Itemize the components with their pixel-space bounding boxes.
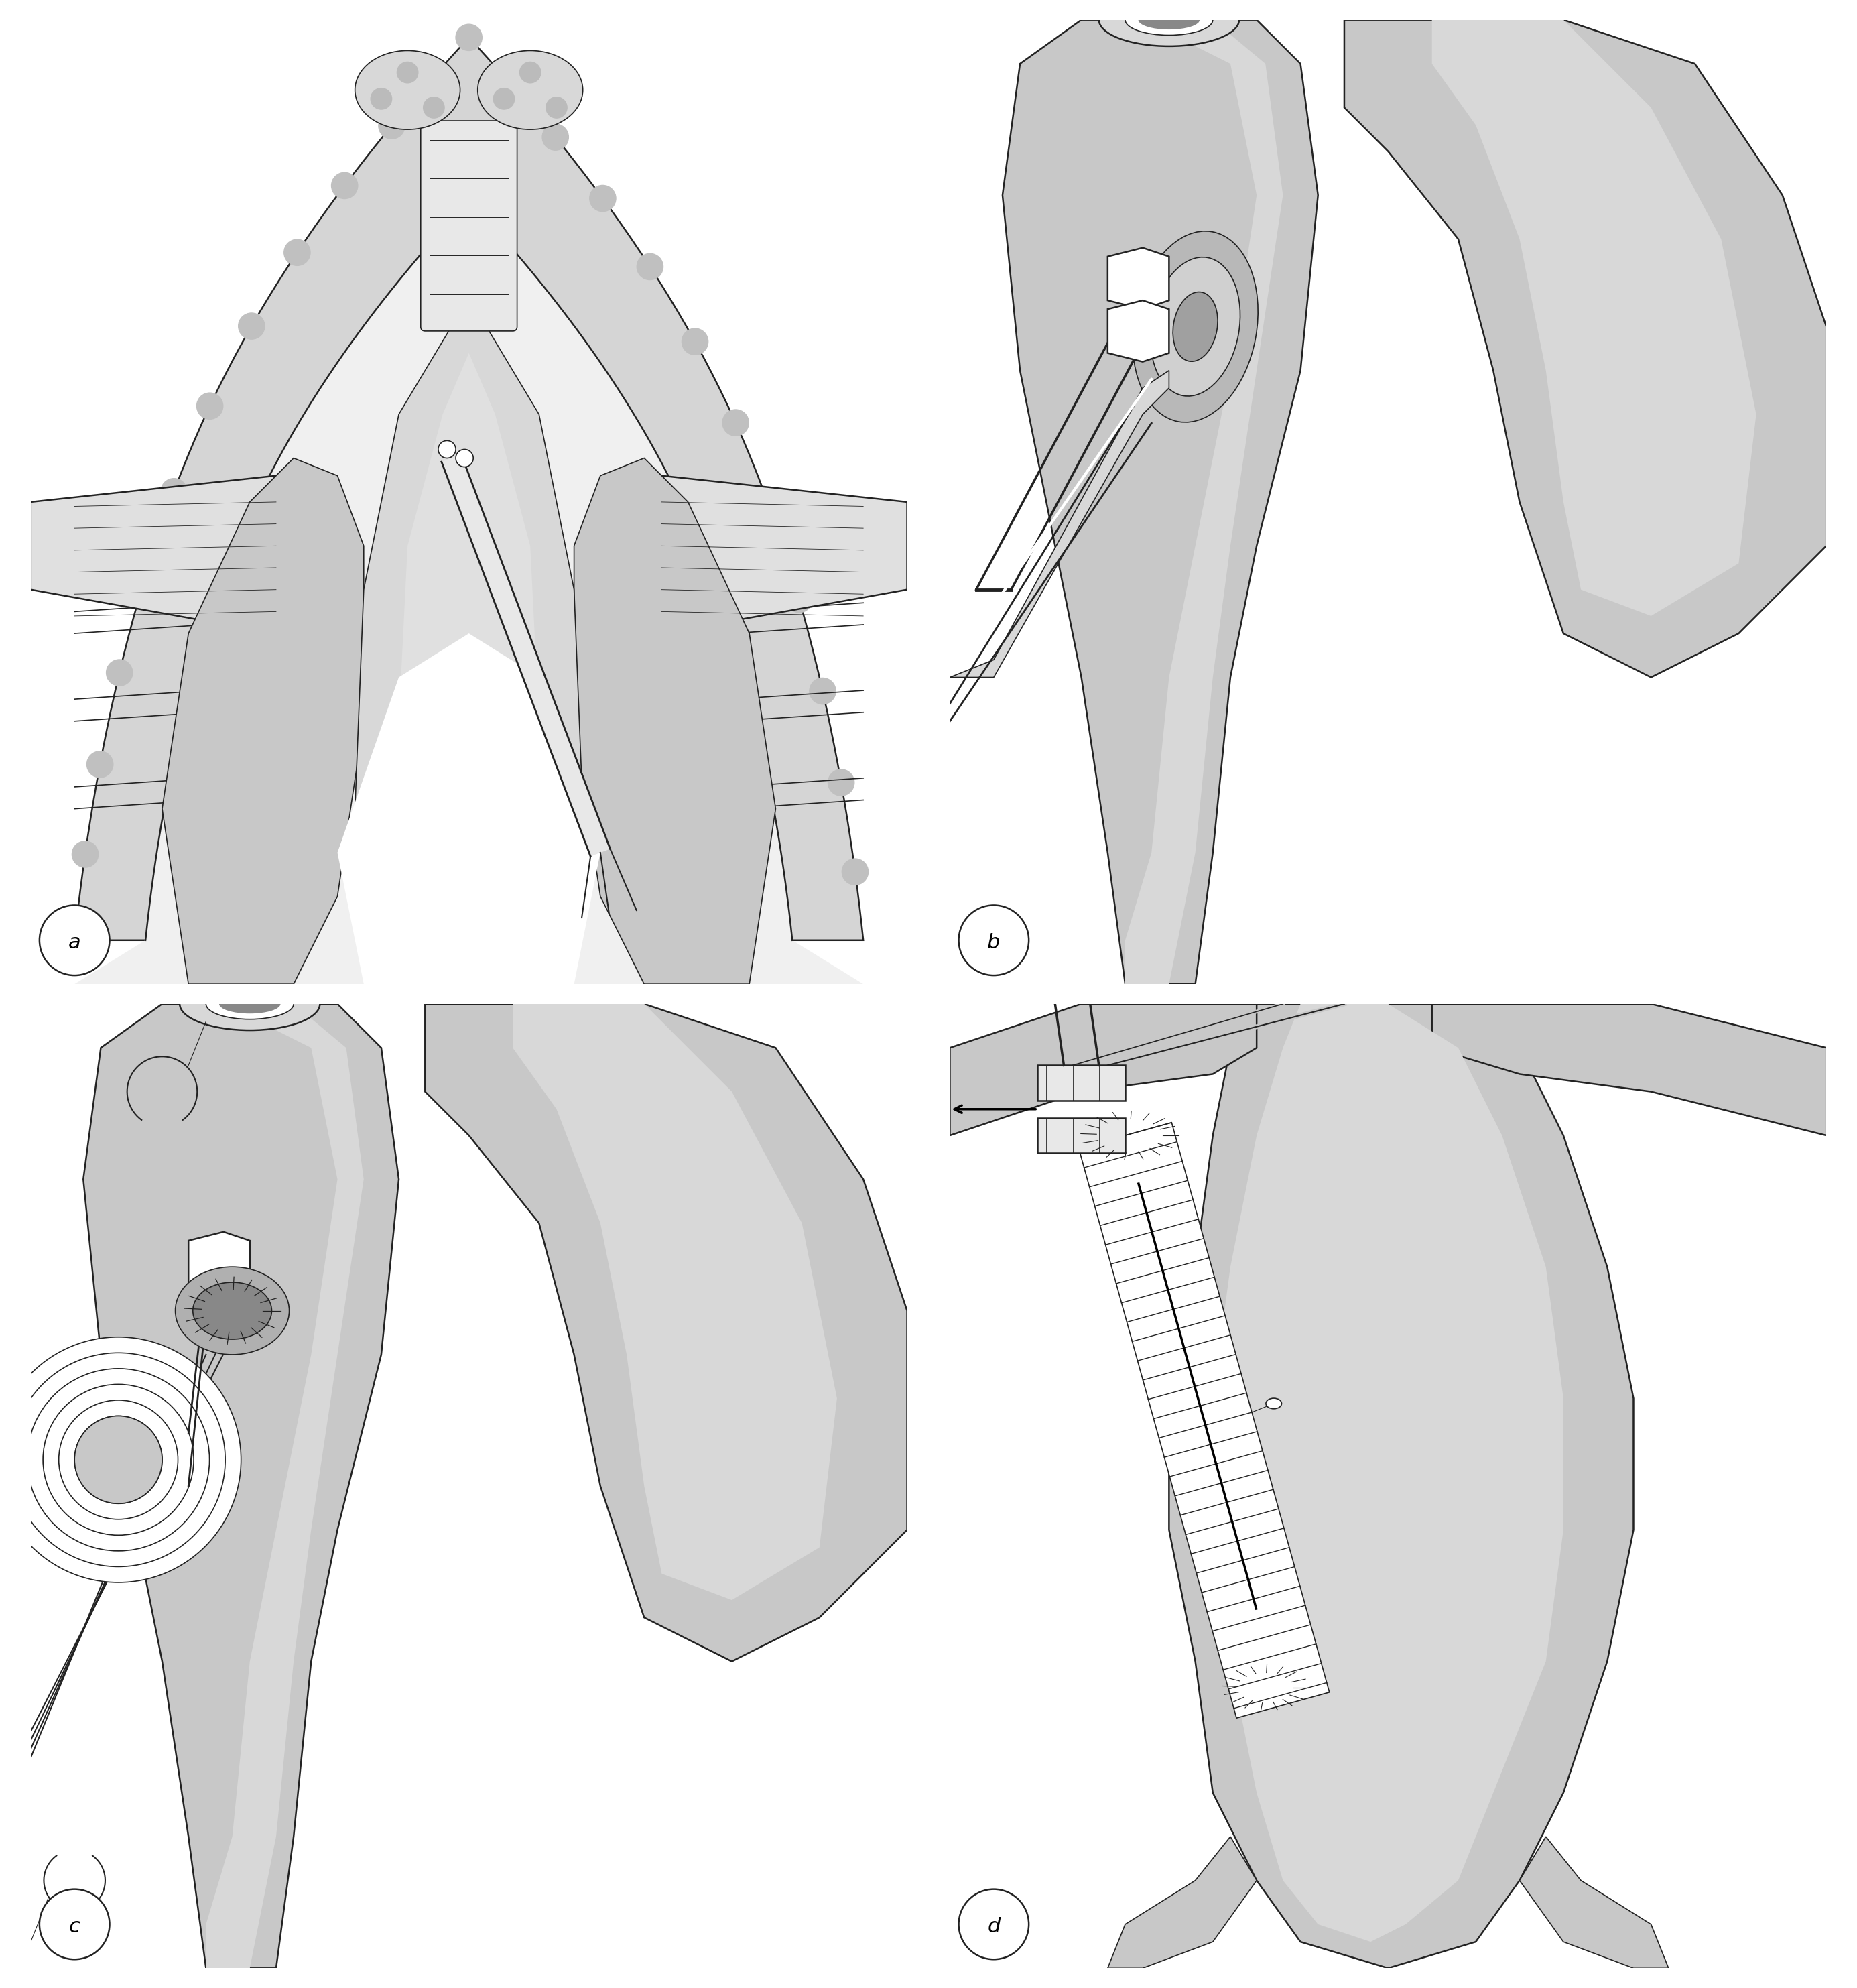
- Circle shape: [841, 859, 869, 885]
- Ellipse shape: [1133, 231, 1257, 421]
- Circle shape: [72, 841, 98, 867]
- Text: d: d: [988, 1916, 1001, 1936]
- Circle shape: [74, 1415, 162, 1503]
- Circle shape: [637, 254, 663, 280]
- Circle shape: [61, 926, 87, 954]
- Polygon shape: [162, 457, 364, 984]
- Polygon shape: [355, 300, 583, 984]
- Circle shape: [331, 173, 358, 199]
- Ellipse shape: [1099, 0, 1239, 46]
- Circle shape: [197, 394, 223, 419]
- Ellipse shape: [175, 1266, 290, 1354]
- Polygon shape: [1107, 1837, 1257, 1968]
- Ellipse shape: [206, 988, 293, 1020]
- Ellipse shape: [477, 50, 583, 129]
- Circle shape: [371, 87, 392, 109]
- Polygon shape: [399, 354, 539, 940]
- Ellipse shape: [355, 50, 461, 129]
- Polygon shape: [1170, 1004, 1634, 1968]
- Circle shape: [494, 87, 514, 109]
- Polygon shape: [1213, 1004, 1564, 1942]
- Circle shape: [423, 60, 449, 87]
- Polygon shape: [1079, 1123, 1330, 1718]
- Polygon shape: [1107, 248, 1170, 308]
- Circle shape: [106, 660, 132, 686]
- Text: a: a: [69, 932, 82, 952]
- Polygon shape: [188, 1233, 251, 1292]
- Polygon shape: [1003, 20, 1318, 984]
- Circle shape: [682, 328, 708, 354]
- Circle shape: [520, 62, 540, 83]
- Circle shape: [162, 479, 188, 505]
- Circle shape: [958, 1889, 1029, 1960]
- Polygon shape: [1432, 20, 1757, 616]
- Circle shape: [87, 751, 113, 777]
- Circle shape: [438, 441, 455, 457]
- Circle shape: [828, 769, 854, 795]
- Polygon shape: [1344, 20, 1825, 678]
- Circle shape: [589, 185, 617, 211]
- Text: b: b: [988, 932, 1001, 952]
- Polygon shape: [74, 38, 864, 940]
- Ellipse shape: [1125, 4, 1213, 36]
- Polygon shape: [1125, 20, 1283, 984]
- Ellipse shape: [1138, 10, 1200, 30]
- Polygon shape: [74, 201, 864, 984]
- Ellipse shape: [1174, 292, 1218, 362]
- Circle shape: [455, 24, 483, 50]
- Polygon shape: [574, 457, 776, 984]
- Polygon shape: [425, 1004, 906, 1662]
- Circle shape: [130, 569, 158, 594]
- Circle shape: [958, 905, 1029, 976]
- Circle shape: [758, 497, 784, 523]
- Polygon shape: [1519, 1837, 1669, 1968]
- Circle shape: [542, 123, 568, 151]
- Polygon shape: [951, 370, 1170, 678]
- Circle shape: [0, 1338, 241, 1582]
- Polygon shape: [32, 475, 312, 634]
- Polygon shape: [84, 1004, 399, 1968]
- Circle shape: [455, 449, 474, 467]
- Polygon shape: [1038, 1066, 1125, 1099]
- Polygon shape: [188, 1284, 251, 1346]
- Circle shape: [423, 97, 444, 117]
- Polygon shape: [206, 1004, 364, 1968]
- Circle shape: [39, 1889, 110, 1960]
- Circle shape: [546, 97, 566, 117]
- Circle shape: [379, 113, 405, 139]
- Polygon shape: [1038, 1117, 1125, 1153]
- Ellipse shape: [193, 1282, 271, 1340]
- Polygon shape: [338, 634, 600, 984]
- FancyBboxPatch shape: [422, 121, 516, 332]
- Circle shape: [238, 312, 266, 340]
- Ellipse shape: [180, 978, 319, 1030]
- Circle shape: [397, 62, 418, 83]
- Ellipse shape: [1151, 256, 1240, 396]
- Circle shape: [810, 678, 836, 704]
- Circle shape: [498, 70, 524, 97]
- Polygon shape: [626, 475, 906, 634]
- Text: c: c: [69, 1916, 80, 1936]
- Ellipse shape: [219, 994, 280, 1014]
- Circle shape: [722, 410, 748, 435]
- Polygon shape: [951, 1004, 1257, 1135]
- Polygon shape: [513, 1004, 838, 1600]
- Ellipse shape: [1266, 1398, 1281, 1409]
- Circle shape: [786, 586, 812, 612]
- Circle shape: [39, 905, 110, 976]
- Polygon shape: [1107, 300, 1170, 362]
- Polygon shape: [442, 455, 611, 857]
- Polygon shape: [1432, 1004, 1825, 1135]
- Circle shape: [284, 239, 310, 266]
